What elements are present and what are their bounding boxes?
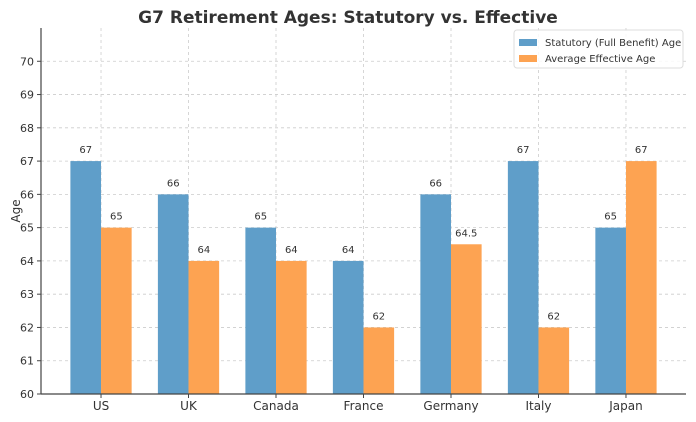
y-axis-label: Age — [9, 199, 23, 222]
bar-statutory — [595, 227, 626, 394]
data-label: 64 — [342, 245, 355, 256]
y-tick-label: 68 — [20, 122, 34, 135]
legend-swatch — [519, 39, 537, 46]
legend-frame — [513, 29, 684, 69]
y-tick-label: 69 — [20, 89, 34, 102]
legend: Statutory (Full Benefit) Age Average Effe… — [513, 29, 684, 69]
legend-label: Statutory (Full Benefit) Age — [545, 38, 681, 49]
x-tick-label: Canada — [253, 399, 299, 413]
data-label: 67 — [79, 145, 92, 156]
y-tick-label: 66 — [20, 188, 34, 201]
y-tick-label: 62 — [20, 321, 34, 334]
bar-effective — [276, 260, 307, 394]
bar-statutory — [70, 161, 102, 394]
data-label: 62 — [372, 311, 385, 322]
y-tick-label: 65 — [20, 222, 34, 235]
x-tick-label: UK — [180, 399, 198, 413]
data-label: 64 — [285, 245, 298, 256]
data-label: 66 — [429, 178, 442, 189]
data-label: 66 — [167, 178, 180, 189]
bar-effective — [450, 244, 482, 394]
bar-effective — [363, 327, 395, 394]
bar-statutory — [332, 260, 364, 394]
x-tick-label: Italy — [525, 399, 551, 413]
data-label: 65 — [254, 212, 267, 223]
data-label: 64 — [197, 245, 210, 256]
data-label: 67 — [517, 145, 530, 156]
y-tick-label: 63 — [20, 288, 34, 301]
y-tick-label: 67 — [20, 155, 34, 168]
bar-effective — [538, 327, 570, 394]
x-tick-label: France — [344, 399, 384, 413]
data-label: 62 — [547, 311, 560, 322]
x-tick-label: Germany — [423, 399, 478, 413]
bar-statutory — [507, 161, 539, 394]
x-tick-label: Japan — [608, 399, 642, 413]
data-label: 65 — [110, 212, 123, 223]
legend-label: Average Effective Age — [545, 54, 655, 65]
data-label: 64.5 — [455, 228, 477, 239]
data-label: 67 — [635, 145, 648, 156]
bar-effective — [101, 227, 132, 394]
y-tick-label: 61 — [20, 355, 34, 368]
y-tick-label: 64 — [20, 255, 34, 268]
data-label: 65 — [604, 212, 617, 223]
x-tick-label: US — [93, 399, 109, 413]
bar-effective — [188, 260, 220, 394]
bar-statutory — [157, 194, 189, 394]
y-tick-label: 60 — [20, 388, 34, 401]
legend-swatch — [519, 55, 537, 62]
chart-title: G7 Retirement Ages: Statutory vs. Effect… — [138, 8, 558, 28]
bar-statutory — [420, 194, 451, 394]
bar-statutory — [245, 227, 277, 394]
bar-effective — [625, 161, 657, 394]
y-tick-label: 70 — [20, 55, 34, 68]
